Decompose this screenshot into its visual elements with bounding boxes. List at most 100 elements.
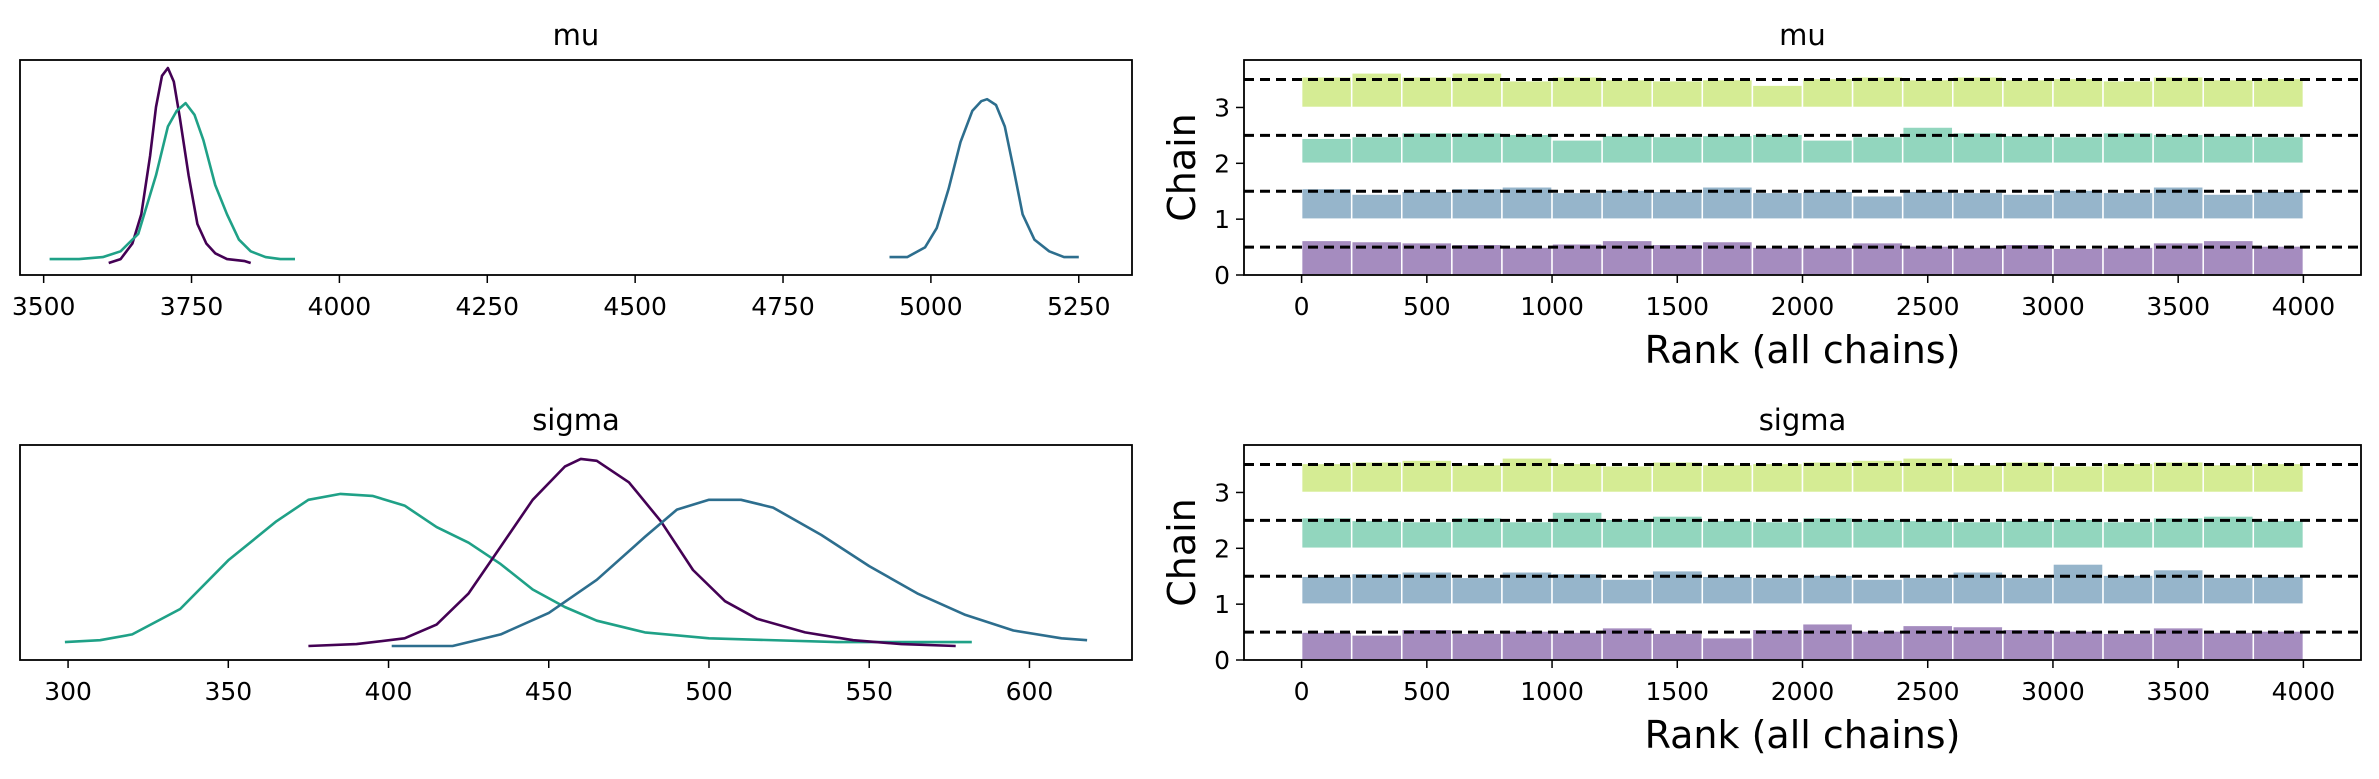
rank-bar bbox=[2202, 134, 2255, 165]
rank-bar bbox=[1501, 246, 1553, 276]
x-tick-label: 5000 bbox=[899, 292, 963, 321]
rank-bar bbox=[2052, 189, 2104, 220]
y-tick-label: 0 bbox=[1214, 646, 1230, 675]
x-tick-label: 400 bbox=[365, 677, 413, 706]
rank-bar bbox=[2102, 131, 2154, 165]
rank-bar bbox=[1401, 190, 1453, 220]
x-tick-label: 350 bbox=[204, 677, 252, 706]
x-tick-label: 3750 bbox=[160, 292, 224, 321]
rank-bar bbox=[1350, 519, 1403, 550]
x-tick-label: 1000 bbox=[1520, 292, 1584, 321]
rank-bar bbox=[1601, 78, 1653, 109]
rank-bar bbox=[2102, 191, 2154, 220]
rank-bar bbox=[1952, 191, 2004, 220]
panel-title: mu bbox=[553, 18, 600, 52]
x-tick-label: 4250 bbox=[455, 292, 519, 321]
rank-bar bbox=[1501, 571, 1553, 605]
rank-bar bbox=[1601, 134, 1653, 165]
rank-bar bbox=[1651, 135, 1704, 165]
rank-bar bbox=[1300, 575, 1353, 605]
rank-bar bbox=[1451, 632, 1503, 661]
rank-bar bbox=[2102, 462, 2154, 494]
rank-bar bbox=[1350, 634, 1403, 661]
x-tick-label: 4000 bbox=[308, 292, 372, 321]
rank-bar bbox=[1551, 139, 1603, 165]
rank-bar bbox=[2102, 79, 2154, 109]
rank-bar bbox=[1350, 461, 1403, 494]
rank-bar bbox=[1601, 189, 1653, 220]
rank-bar bbox=[2152, 133, 2204, 165]
rank-bar bbox=[2202, 576, 2255, 605]
x-tick-label: 4000 bbox=[2272, 292, 2336, 321]
rank-bar bbox=[1952, 131, 2004, 165]
rank-bar bbox=[2052, 464, 2104, 494]
panel-title: sigma bbox=[1759, 403, 1847, 437]
panel-title: sigma bbox=[532, 403, 620, 437]
rank-bar bbox=[1451, 187, 1503, 220]
rank-bar bbox=[2202, 78, 2255, 109]
rank-bar bbox=[2252, 245, 2305, 276]
rank-bar bbox=[1851, 194, 1904, 220]
y-tick-label: 2 bbox=[1214, 149, 1230, 178]
x-tick-label: 550 bbox=[845, 677, 893, 706]
rank-bar bbox=[1451, 243, 1503, 276]
x-tick-label: 5250 bbox=[1047, 292, 1111, 321]
sigma-density-panel: sigma 300 350 400 450 500 550 600 bbox=[19, 403, 1133, 706]
rank-bar bbox=[1701, 134, 1754, 165]
rank-bar bbox=[2002, 576, 2054, 605]
rank-bar bbox=[2202, 239, 2255, 276]
rank-bar bbox=[1952, 246, 2004, 276]
rank-bar bbox=[1901, 457, 1954, 494]
x-tick-label: 3500 bbox=[12, 292, 76, 321]
rank-bar bbox=[1952, 571, 2004, 605]
y-tick-label: 1 bbox=[1214, 205, 1230, 234]
rank-bar bbox=[1701, 575, 1754, 605]
x-tick-label: 2500 bbox=[1896, 292, 1960, 321]
rank-bar bbox=[1701, 519, 1754, 550]
density-curve bbox=[308, 457, 956, 648]
rank-bar bbox=[1401, 520, 1453, 550]
rank-bar bbox=[2052, 563, 2104, 605]
rank-bar bbox=[1851, 135, 1904, 165]
rank-bar bbox=[2252, 630, 2305, 661]
rank-bar bbox=[1350, 135, 1403, 165]
x-tick-label: 3000 bbox=[2021, 677, 2085, 706]
rank-bar bbox=[1751, 191, 1804, 220]
mu-rank-panel: mu 0 1 2 3 Rank (all chains) Chain 0 500 1000 1500… bbox=[1160, 18, 2362, 372]
x-tick-label: 500 bbox=[1403, 292, 1451, 321]
rank-bar bbox=[2002, 519, 2054, 550]
rank-bar bbox=[1952, 463, 2004, 494]
x-tick-label: 4750 bbox=[751, 292, 815, 321]
rank-bar bbox=[2002, 461, 2054, 494]
x-tick-label: 3000 bbox=[2021, 292, 2085, 321]
x-tick-label: 2000 bbox=[1771, 677, 1835, 706]
rank-bar bbox=[2002, 628, 2054, 661]
rank-bar bbox=[1651, 461, 1704, 494]
rank-bar bbox=[1601, 464, 1653, 494]
rank-bar bbox=[1952, 520, 2004, 550]
axes-frame bbox=[19, 59, 1133, 276]
rank-bar bbox=[1350, 72, 1403, 109]
rank-bar bbox=[1801, 77, 1854, 109]
rank-bar bbox=[1901, 190, 1954, 220]
rank-bar bbox=[1451, 463, 1503, 494]
rank-bar bbox=[1551, 631, 1603, 661]
rank-bar bbox=[1901, 126, 1954, 165]
x-tick-label: 300 bbox=[44, 677, 92, 706]
axes-frame bbox=[1243, 59, 2362, 276]
rank-bar bbox=[1851, 76, 1904, 109]
rank-bar bbox=[1751, 84, 1804, 109]
density-curve bbox=[108, 66, 252, 265]
rank-bar bbox=[1551, 511, 1603, 550]
x-axis-label: Rank (all chains) bbox=[1645, 328, 1961, 372]
axes-frame bbox=[1243, 444, 2362, 661]
rank-bar bbox=[1501, 457, 1553, 494]
rank-bar bbox=[1601, 578, 1653, 605]
density-curve bbox=[64, 492, 972, 644]
rank-bar bbox=[1300, 631, 1353, 661]
y-tick-label: 1 bbox=[1214, 590, 1230, 619]
rank-bar bbox=[1801, 246, 1854, 276]
rank-bar bbox=[1801, 574, 1854, 605]
y-tick-label: 3 bbox=[1214, 478, 1230, 507]
